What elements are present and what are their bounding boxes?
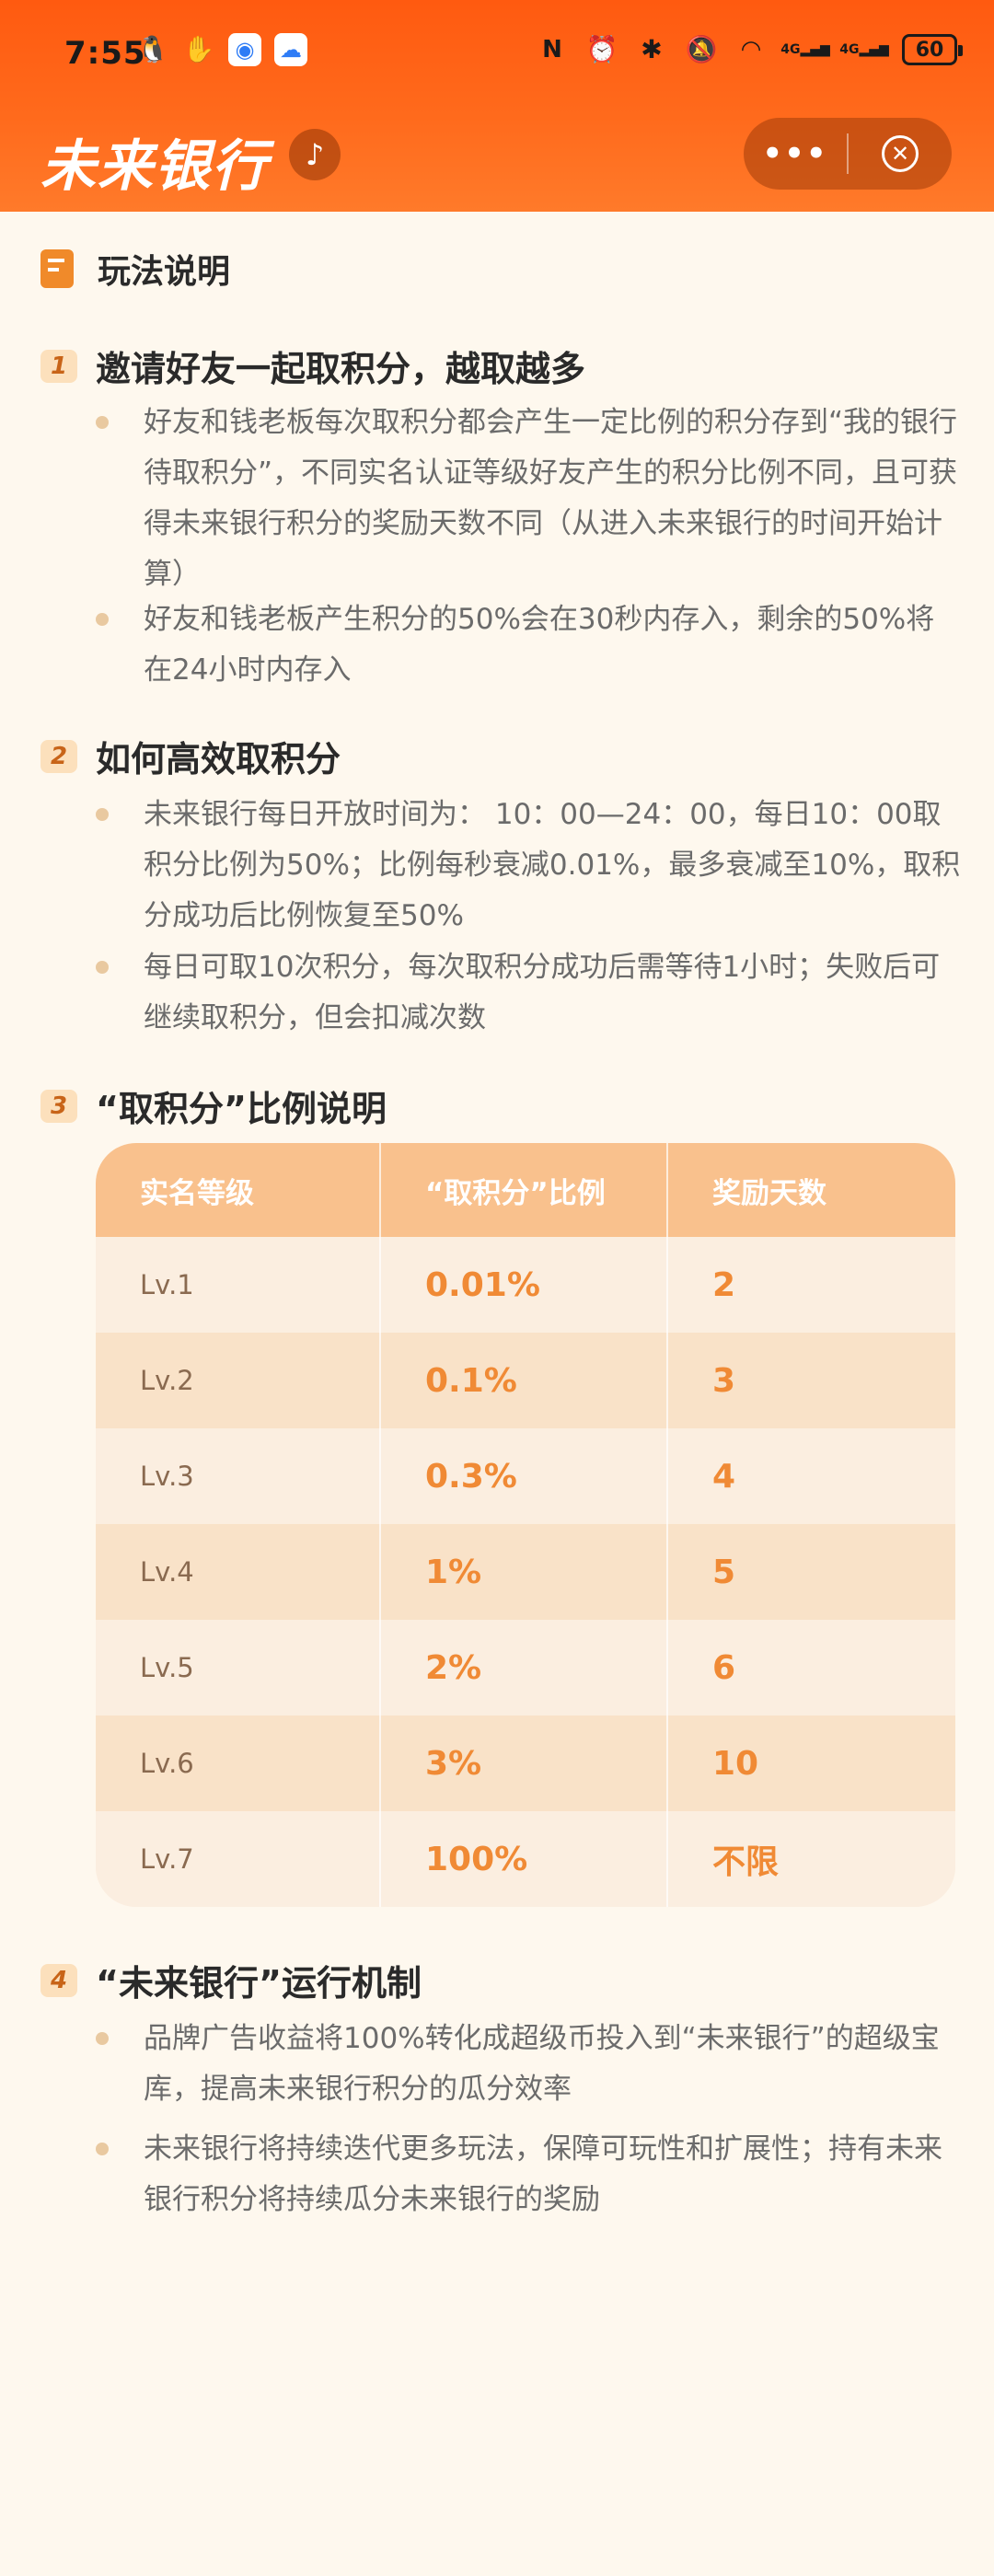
signal-4g-icon: 4G ▂▄▆ xyxy=(780,42,830,57)
bullet-dot xyxy=(96,808,109,821)
table-row: Lv.6 3% 10 xyxy=(96,1715,955,1811)
ratio-cell: 0.3% xyxy=(381,1428,668,1524)
table-row: Lv.3 0.3% 4 xyxy=(96,1428,955,1524)
signal-4g-icon-2: 4G ▂▄▆ xyxy=(839,42,889,57)
ratio-cell: 0.01% xyxy=(381,1237,668,1333)
table-row: Lv.1 0.01% 2 xyxy=(96,1237,955,1333)
bullet-dot xyxy=(96,416,109,429)
days-cell: 3 xyxy=(712,1361,736,1400)
section-1-bullet-1: 好友和钱老板每次取积分都会产生一定比例的积分存到“我的银行待取积分”，不同实名认… xyxy=(96,398,961,600)
days-cell: 不限 xyxy=(712,1843,780,1881)
section-3-title: “取积分”比例说明 xyxy=(96,1089,387,1129)
table-header-cell: “取积分”比例 xyxy=(381,1143,668,1237)
level-cell: Lv.4 xyxy=(96,1524,381,1620)
wifi-icon: ◠ xyxy=(740,36,762,64)
app-header: 7:55 🐧 ✋ ◉ ☁ N ⏰ ✱ 🔕 ◠ 4G ▂▄▆ 4G ▂▄▆ 60 未来… xyxy=(0,0,994,212)
alarm-icon: ⏰ xyxy=(585,34,618,64)
page-title-row: 玩法说明 xyxy=(40,245,230,293)
level-cell: Lv.3 xyxy=(96,1428,381,1524)
days-cell: 2 xyxy=(712,1265,736,1304)
battery-level: 60 xyxy=(915,38,944,62)
section-2-bullet-1: 未来银行每日开放时间为： 10：00—24：00，每日10：00取积分比例为50… xyxy=(96,790,961,941)
battery-indicator: 60 xyxy=(902,34,963,65)
ratio-cell: 2% xyxy=(381,1620,668,1715)
bullet-text: 好友和钱老板产生积分的50%会在30秒内存入，剩余的50%将在24小时内存入 xyxy=(144,603,935,687)
ratio-cell: 100% xyxy=(381,1811,668,1907)
status-left-icons: 🐧 ✋ ◉ ☁ xyxy=(136,33,307,66)
bullet-text: 每日可取10次积分，每次取积分成功后需等待1小时；失败后可继续取积分，但会扣减次… xyxy=(144,951,941,1034)
bullet-dot xyxy=(96,2143,109,2155)
ratio-cell: 1% xyxy=(381,1524,668,1620)
bullet-text: 未来银行将持续迭代更多玩法，保障可玩性和扩展性；持有未来银行积分将持续瓜分未来银… xyxy=(144,2132,942,2216)
bullet-text: 好友和钱老板每次取积分都会产生一定比例的积分存到“我的银行待取积分”，不同实名认… xyxy=(144,406,958,591)
table-row: Lv.7 100% 不限 xyxy=(96,1811,955,1907)
close-button[interactable]: ✕ xyxy=(849,118,952,190)
days-cell: 5 xyxy=(712,1553,736,1591)
capsule-divider xyxy=(847,133,849,174)
ratio-table: 实名等级 “取积分”比例 奖励天数 Lv.1 0.01% 2 Lv.2 0.1%… xyxy=(96,1143,955,1907)
qq-icon: 🐧 xyxy=(136,34,169,64)
nfc-icon: N xyxy=(542,36,562,64)
section-4-number: 4 xyxy=(40,1963,77,1997)
days-cell: 4 xyxy=(712,1457,736,1496)
section-1-heading: 1 邀请好友一起取积分，越取越多 xyxy=(40,341,585,391)
book-icon xyxy=(40,249,74,288)
app-icon-blue: ◉ xyxy=(228,33,261,66)
close-icon: ✕ xyxy=(882,135,919,172)
bullet-text: 品牌广告收益将100%转化成超级币投入到“未来银行”的超级宝库，提高未来银行积分… xyxy=(144,2022,940,2106)
weather-icon: ☁ xyxy=(274,33,307,66)
section-1-bullet-2: 好友和钱老板产生积分的50%会在30秒内存入，剩余的50%将在24小时内存入 xyxy=(96,595,961,696)
bullet-dot xyxy=(96,613,109,626)
table-row: Lv.4 1% 5 xyxy=(96,1524,955,1620)
mute-icon: 🔕 xyxy=(685,34,718,64)
music-note-icon[interactable]: ♪ xyxy=(289,129,341,180)
section-1-title: 邀请好友一起取积分，越取越多 xyxy=(96,349,586,389)
level-cell: Lv.6 xyxy=(96,1715,381,1811)
network-label-2: 4G xyxy=(839,42,860,57)
more-dots-icon: ••• xyxy=(762,135,828,172)
bullet-dot xyxy=(96,2032,109,2045)
section-3-number: 3 xyxy=(40,1089,77,1123)
section-2-heading: 2 如何高效取积分 xyxy=(40,731,341,781)
section-1-number: 1 xyxy=(40,349,77,383)
section-4-title: “未来银行”运行机制 xyxy=(96,1963,422,2004)
more-button[interactable]: ••• xyxy=(744,118,847,190)
days-cell: 6 xyxy=(712,1648,736,1687)
bullet-dot xyxy=(96,961,109,974)
page-title: 玩法说明 xyxy=(98,253,231,291)
bullet-text: 未来银行每日开放时间为： 10：00—24：00，每日10：00取积分比例为50… xyxy=(144,798,961,932)
section-2-bullet-2: 每日可取10次积分，每次取积分成功后需等待1小时；失败后可继续取积分，但会扣减次… xyxy=(96,942,961,1044)
status-right-icons: N ⏰ ✱ 🔕 ◠ 4G ▂▄▆ 4G ▂▄▆ 60 xyxy=(536,33,963,66)
status-bar: 7:55 🐧 ✋ ◉ ☁ N ⏰ ✱ 🔕 ◠ 4G ▂▄▆ 4G ▂▄▆ 60 xyxy=(0,0,994,110)
status-time: 7:55 xyxy=(64,35,146,72)
section-4-bullet-2: 未来银行将持续迭代更多玩法，保障可玩性和扩展性；持有未来银行积分将持续瓜分未来银… xyxy=(96,2124,961,2225)
section-4-heading: 4 “未来银行”运行机制 xyxy=(40,1955,422,2005)
level-cell: Lv.1 xyxy=(96,1237,381,1333)
section-2-number: 2 xyxy=(40,739,77,773)
table-row: Lv.5 2% 6 xyxy=(96,1620,955,1715)
brand-title: 未来银行 xyxy=(40,134,269,199)
network-label-1: 4G xyxy=(780,42,801,57)
level-cell: Lv.5 xyxy=(96,1620,381,1715)
section-4-bullet-1: 品牌广告收益将100%转化成超级币投入到“未来银行”的超级宝库，提高未来银行积分… xyxy=(96,2014,961,2115)
table-header-cell: 实名等级 xyxy=(96,1143,381,1237)
table-row: Lv.2 0.1% 3 xyxy=(96,1333,955,1428)
table-header-row: 实名等级 “取积分”比例 奖励天数 xyxy=(96,1143,955,1237)
level-cell: Lv.2 xyxy=(96,1333,381,1428)
bluetooth-icon: ✱ xyxy=(641,34,663,64)
section-2-title: 如何高效取积分 xyxy=(96,739,341,780)
table-header-cell: 奖励天数 xyxy=(712,1176,826,1210)
days-cell: 10 xyxy=(712,1744,759,1783)
hand-icon: ✋ xyxy=(182,34,215,64)
ratio-cell: 3% xyxy=(381,1715,668,1811)
section-3-heading: 3 “取积分”比例说明 xyxy=(40,1080,387,1131)
ratio-cell: 0.1% xyxy=(381,1333,668,1428)
level-cell: Lv.7 xyxy=(96,1811,381,1907)
mini-program-capsule: ••• ✕ xyxy=(744,118,952,190)
